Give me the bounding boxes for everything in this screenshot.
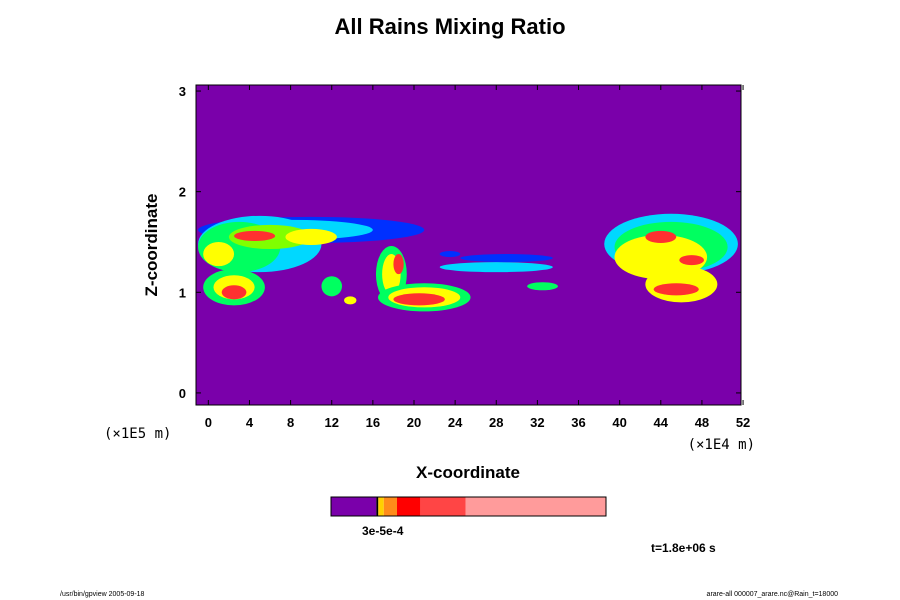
y-tick-label-1: 1: [179, 285, 186, 300]
colorbar-segment-3: [383, 497, 397, 516]
x-tick-label-10: 40: [612, 415, 626, 430]
contour-region-12: [344, 296, 357, 305]
x-axis-label: X-coordinate: [416, 463, 520, 482]
contour-region-19: [439, 251, 461, 258]
x-tick-label-2: 8: [287, 415, 294, 430]
colorbar-segment-0: [331, 497, 377, 516]
colorbar-label: 3e-5e-4: [362, 524, 404, 538]
y-multiplier: (×1E5 m): [104, 426, 171, 442]
colorbar-segment-5: [420, 497, 466, 516]
contour-region-28: [645, 230, 677, 243]
x-tick-label-11: 44: [654, 415, 669, 430]
x-tick-label-3: 12: [325, 415, 339, 430]
contour-region-10: [285, 228, 337, 246]
colorbar-frame: [330, 496, 607, 517]
x-tick-label-5: 20: [407, 415, 421, 430]
footer-right: arare-all 000007_arare.nc@Rain_t=18000: [706, 591, 838, 598]
x-tick-label-6: 24: [448, 415, 463, 430]
time-label: t=1.8e+06 s: [651, 541, 716, 555]
y-tick-label-2: 2: [179, 185, 186, 200]
x-tick-label-12: 48: [695, 415, 709, 430]
x-tick-label-9: 36: [571, 415, 585, 430]
colorbar-segment-1: [376, 497, 379, 516]
contour-region-8: [234, 230, 276, 241]
colorbar-segment-4: [397, 497, 421, 516]
contour-region-18: [393, 293, 445, 306]
contour-region-9: [203, 241, 235, 267]
x-tick-label-8: 32: [530, 415, 544, 430]
contour-region-27: [653, 283, 699, 296]
contour-region-20: [439, 262, 553, 273]
y-tick-label-0: 0: [179, 386, 186, 401]
x-tick-label-1: 4: [246, 415, 254, 430]
colorbar-segment-2: [378, 497, 384, 516]
colorbar-segment-6: [465, 497, 606, 516]
chart-title: All Rains Mixing Ratio: [334, 14, 566, 39]
contour-region-7: [221, 285, 247, 300]
x-tick-label-4: 16: [366, 415, 380, 430]
contour-region-21: [460, 254, 553, 263]
y-axis-label: Z-coordinate: [142, 194, 161, 297]
plot-frame: [195, 84, 742, 406]
footer-left: /usr/bin/gpview 2005-09-18: [60, 591, 145, 598]
contour-region-11: [321, 276, 343, 297]
colorbar: [330, 496, 607, 517]
x-tick-label-7: 28: [489, 415, 503, 430]
contour-region-15: [393, 254, 404, 275]
y-tick-label-3: 3: [179, 84, 186, 99]
x-tick-label-13: 52: [736, 415, 750, 430]
contour-region-22: [527, 282, 558, 291]
x-multiplier: (×1E4 m): [688, 437, 755, 453]
contour-region-29: [679, 255, 704, 266]
x-tick-label-0: 0: [205, 415, 212, 430]
